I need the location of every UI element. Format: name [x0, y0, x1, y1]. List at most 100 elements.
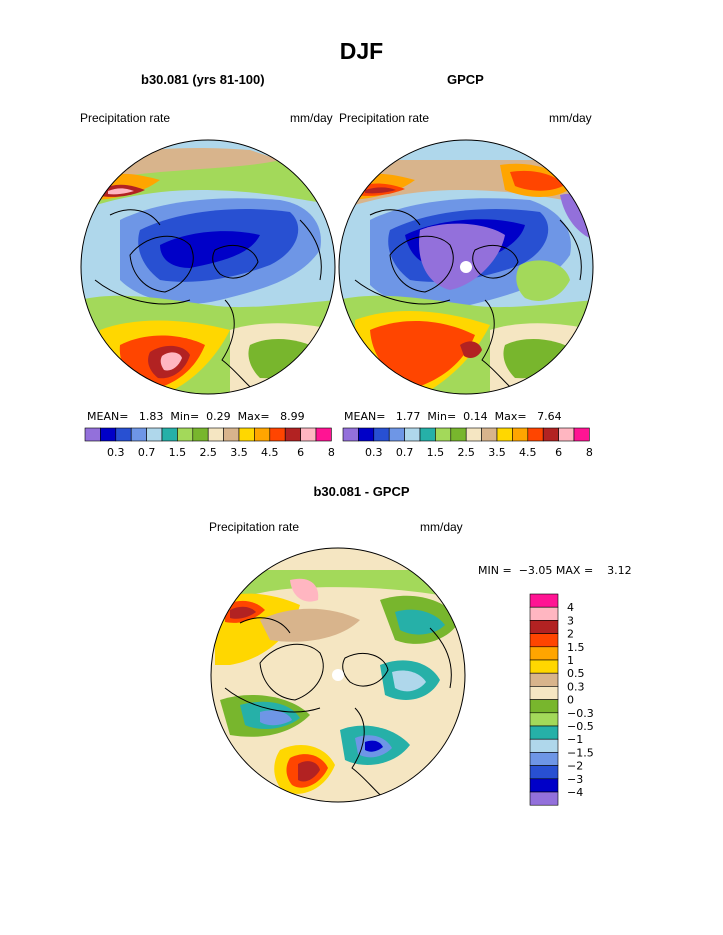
colorbar-swatch — [130, 427, 147, 442]
right-colorbar: 0.3 0.7 1.5 2.5 3.5 4.5 6 8 — [342, 427, 593, 459]
colorbar-swatch — [269, 427, 286, 442]
colorbar-tick-label: 0.7 — [396, 446, 414, 459]
right-variable-label: Precipitation rate — [339, 111, 430, 125]
bottom-region-tan — [260, 608, 360, 642]
colorbar-swatch — [573, 427, 590, 442]
colorbar-tick-label: 3.5 — [488, 446, 506, 459]
colorbar-swatch — [419, 427, 436, 442]
right-region-atlantic-red — [460, 341, 482, 358]
colorbar-tick-label: −4 — [567, 786, 583, 799]
colorbar-tick-label: 4.5 — [519, 446, 537, 459]
left-map-border — [80, 139, 336, 395]
colorbar-swatch — [529, 778, 559, 793]
colorbar-swatch — [529, 752, 559, 766]
colorbar-tick-label: 0.3 — [365, 446, 383, 459]
left-map — [80, 139, 336, 395]
colorbar-swatch — [207, 427, 224, 442]
colorbar-swatch — [529, 620, 559, 634]
bottom-region-sw-blue — [260, 710, 292, 726]
colorbar-tick-label: −3 — [567, 773, 583, 786]
bottom-units-label: mm/day — [420, 520, 463, 534]
colorbar-swatch — [192, 427, 209, 442]
left-region-atlantic-pink — [160, 352, 182, 371]
colorbar-tick-label: 0.5 — [567, 667, 585, 680]
right-region-east-green — [516, 260, 570, 301]
bottom-panel-title: b30.081 - GPCP — [313, 484, 410, 499]
colorbar-swatch — [223, 427, 240, 442]
right-region-purple-core — [419, 223, 505, 290]
bottom-map — [210, 547, 466, 803]
colorbar-swatch — [450, 427, 467, 442]
colorbar-swatch — [254, 427, 271, 442]
colorbar-swatch — [404, 427, 421, 442]
left-colorbar: 0.3 0.7 1.5 2.5 3.5 4.5 6 8 — [84, 427, 335, 459]
right-region-ne-red — [510, 170, 565, 191]
bottom-region-nw-darkred — [230, 606, 256, 619]
right-stats: MEAN= 1.77 Min= 0.14 Max= 7.64 — [344, 410, 562, 423]
colorbar-swatch — [529, 686, 559, 700]
colorbar-swatch — [161, 427, 178, 442]
colorbar-swatch — [529, 606, 559, 621]
colorbar-swatch — [529, 725, 559, 740]
left-region-europe-green — [248, 338, 320, 379]
right-region-atlantic-orange — [370, 320, 475, 388]
colorbar-swatch — [529, 738, 559, 753]
colorbar-swatch — [435, 427, 452, 442]
colorbar-tick-label: 6 — [297, 446, 304, 459]
bottom-region-ne-teal — [395, 609, 445, 635]
colorbar-swatch — [300, 427, 317, 442]
colorbar-tick-label: 0.7 — [138, 446, 156, 459]
left-panel-title: b30.081 (yrs 81-100) — [141, 72, 265, 87]
colorbar-tick-label: 3 — [567, 614, 574, 627]
colorbar-tick-label: 1.5 — [567, 641, 585, 654]
bottom-region-atlantic-red — [298, 761, 320, 782]
bottom-region-east-lightblue — [392, 670, 426, 692]
colorbar-tick-label: 2.5 — [199, 446, 217, 459]
colorbar-swatch — [100, 427, 117, 442]
colorbar-swatch — [529, 791, 559, 806]
colorbar-tick-label: −0.3 — [567, 707, 594, 720]
colorbar-swatch — [84, 427, 101, 442]
colorbar-swatch — [146, 427, 163, 442]
colorbar-tick-label: 6 — [555, 446, 562, 459]
colorbar-swatch — [529, 633, 559, 648]
colorbar-tick-label: 4 — [567, 601, 574, 614]
colorbar-swatch — [481, 427, 498, 442]
bottom-stats: MIN = −3.05 MAX = 3.12 — [478, 564, 632, 577]
colorbar-tick-label: 8 — [328, 446, 335, 459]
colorbar-swatch — [529, 699, 559, 714]
colorbar-tick-label: −1 — [567, 733, 583, 746]
left-units-label: mm/day — [290, 111, 333, 125]
left-region-pacific-pink — [108, 188, 134, 195]
colorbar-swatch — [512, 427, 529, 442]
colorbar-tick-label: 0.3 — [107, 446, 125, 459]
colorbar-tick-label: 0 — [567, 694, 574, 707]
colorbar-swatch — [465, 427, 482, 442]
colorbar-tick-label: 1 — [567, 654, 574, 667]
colorbar-swatch — [529, 659, 559, 674]
bottom-map-border — [210, 547, 466, 803]
colorbar-swatch — [315, 427, 332, 442]
right-map — [338, 139, 594, 395]
right-panel-title: GPCP — [447, 72, 484, 87]
colorbar-swatch — [529, 765, 559, 780]
colorbar-swatch — [542, 427, 559, 442]
colorbar-tick-label: 0.3 — [567, 680, 585, 693]
colorbar-swatch — [342, 427, 359, 442]
colorbar-swatch — [115, 427, 132, 442]
colorbar-swatch — [373, 427, 390, 442]
left-region-blue-core — [160, 231, 260, 268]
colorbar-tick-label: −0.5 — [567, 720, 594, 733]
right-pole-gap — [460, 261, 472, 273]
colorbar-swatch — [529, 672, 559, 687]
colorbar-swatch — [558, 427, 575, 442]
bottom-region-north-pink — [290, 578, 319, 602]
page-title: DJF — [339, 38, 384, 64]
colorbar-swatch — [177, 427, 194, 442]
colorbar-swatch — [238, 427, 255, 442]
colorbar-tick-label: 4.5 — [261, 446, 279, 459]
colorbar-tick-label: −1.5 — [567, 746, 594, 759]
colorbar-tick-label: 1.5 — [427, 446, 445, 459]
